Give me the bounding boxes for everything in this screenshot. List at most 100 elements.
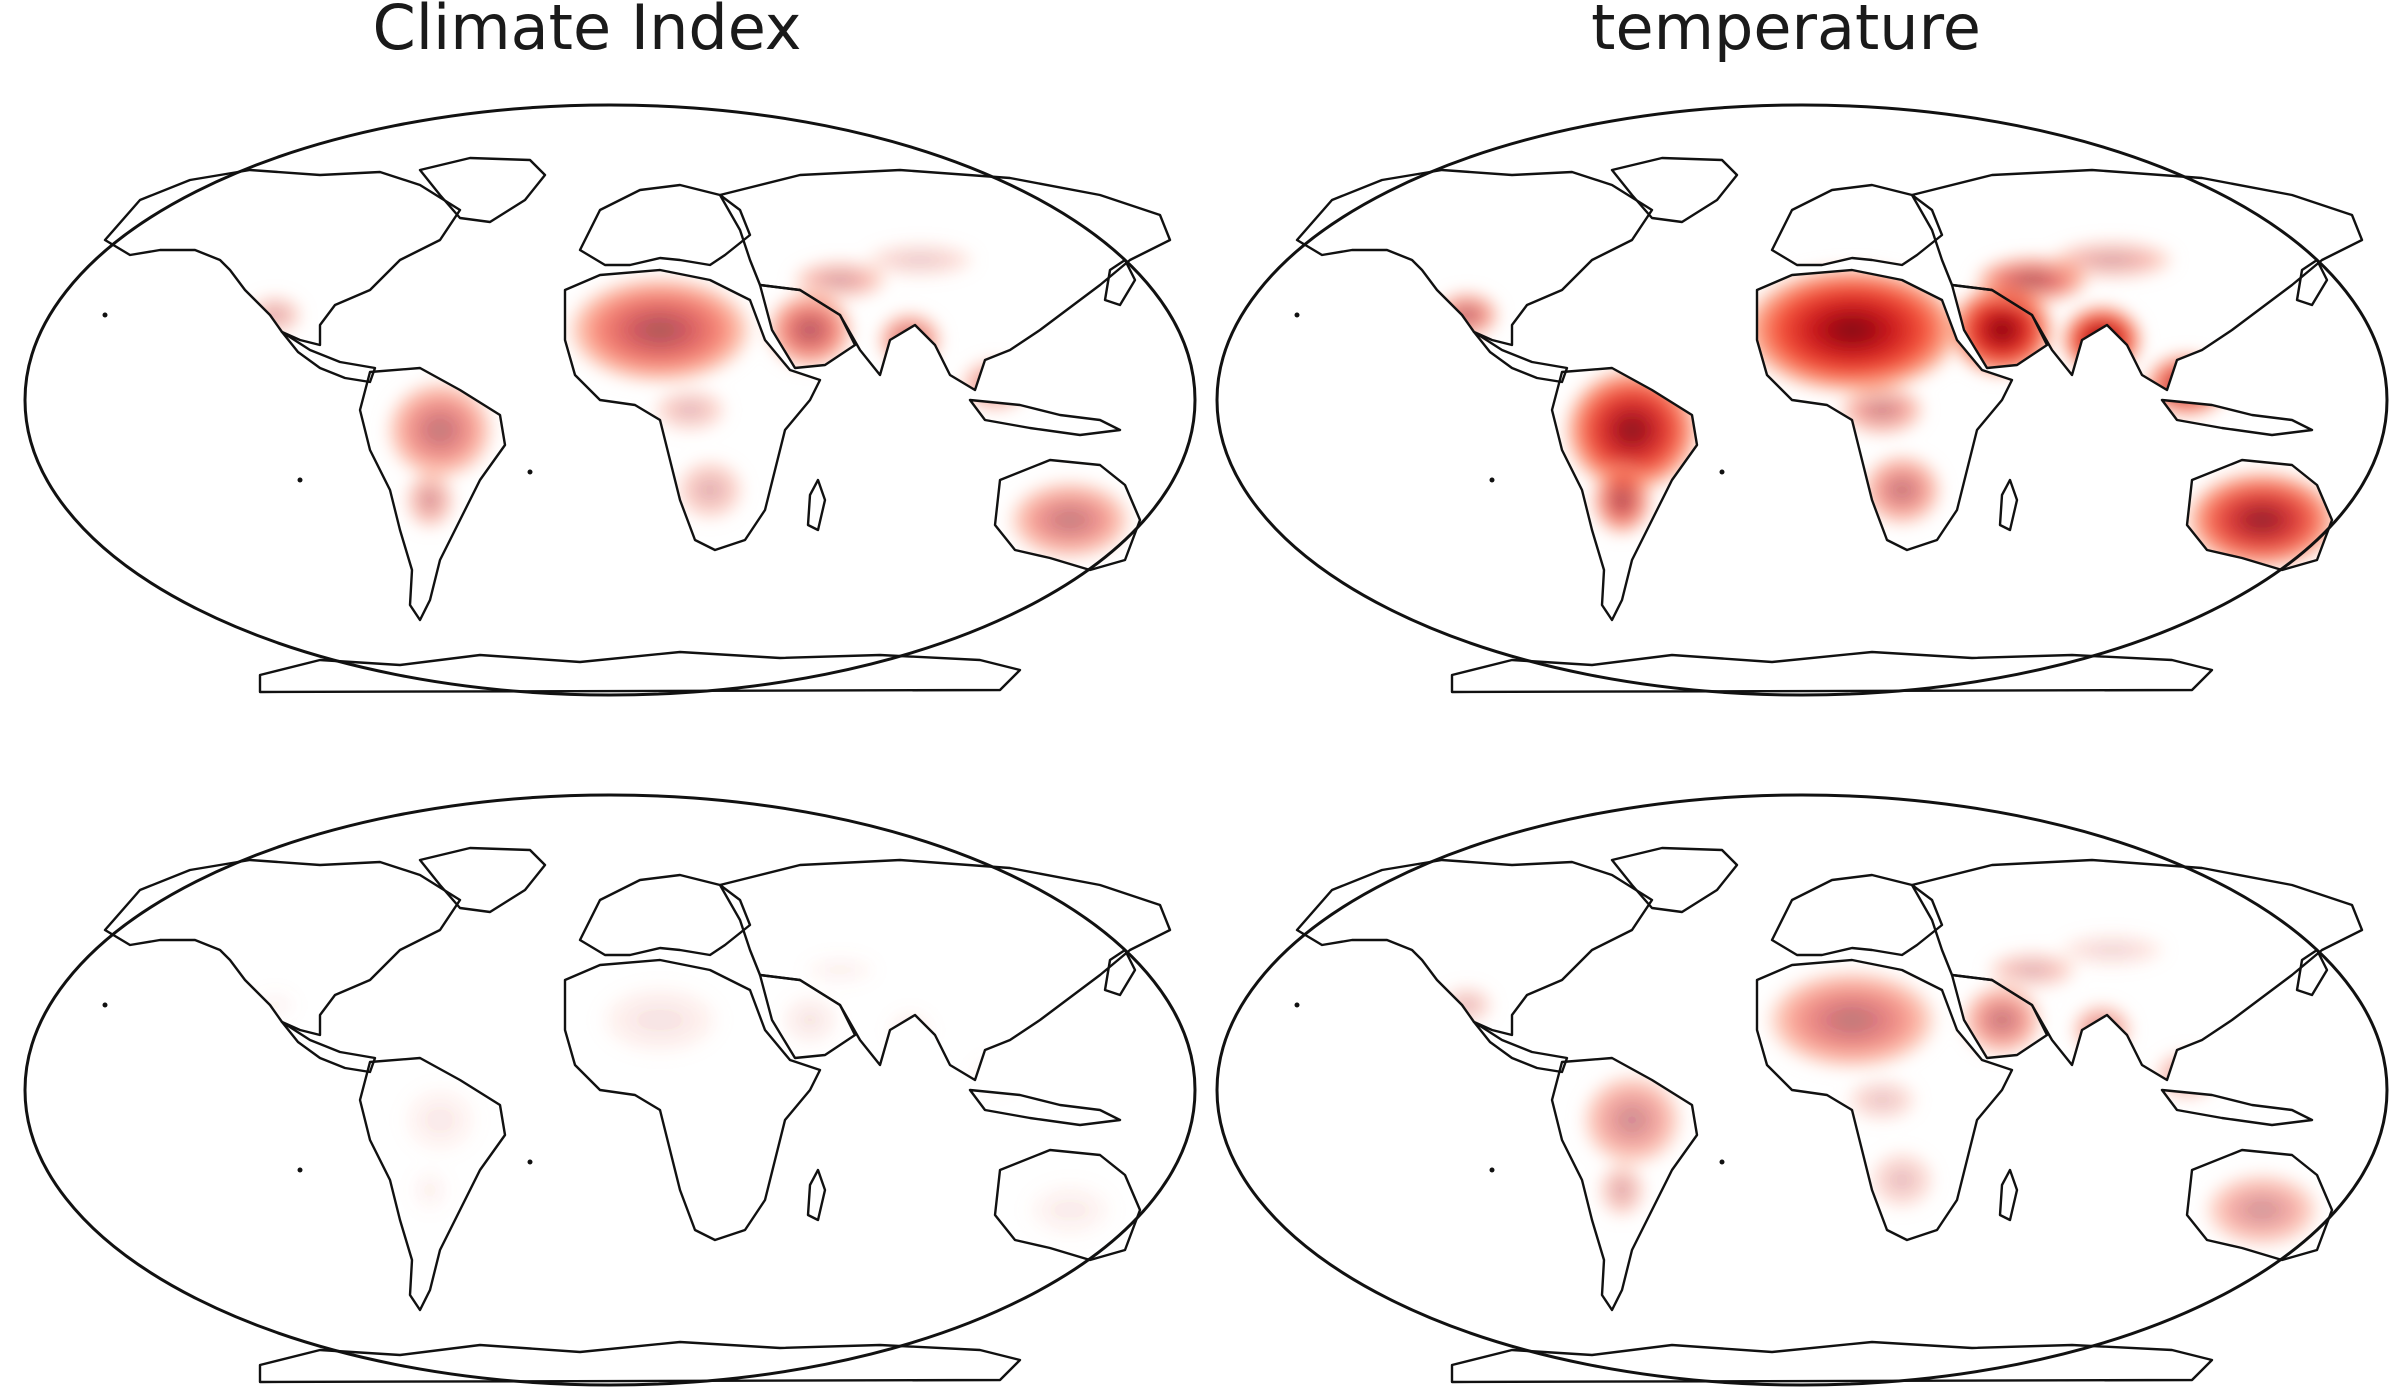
column-title-temperature: temperature	[1591, 0, 1981, 64]
globe-background	[1217, 105, 2387, 695]
coastline-japan	[2295, 948, 2329, 997]
coastline-madagascar	[1998, 1168, 2019, 1222]
coastline-australia	[2185, 1148, 2334, 1262]
coastline-asia	[1910, 168, 2364, 392]
coastline-central-america	[280, 330, 377, 384]
heat-region-middle-east	[790, 259, 890, 301]
heat-region-central-africa	[1837, 383, 1927, 437]
coastlines	[1295, 846, 2364, 1384]
globe-outline	[1215, 103, 2389, 697]
heat-region-amazon	[401, 1084, 479, 1156]
coastline-indonesia	[2160, 1088, 2314, 1127]
coastline-south-america	[358, 366, 507, 622]
globe-background	[25, 105, 1195, 695]
island-marker	[102, 312, 108, 318]
coastline-indonesia	[968, 398, 1122, 437]
island-marker	[297, 477, 303, 483]
island-marker	[102, 1002, 108, 1008]
heat-region-brazil-south	[410, 1167, 450, 1213]
heat-region-sahara	[563, 274, 757, 386]
coastline-japan	[1103, 948, 1137, 997]
heat-region-australia	[1006, 479, 1134, 561]
heat-region-amazon	[384, 378, 496, 482]
world-map-svg	[1215, 103, 2389, 697]
heat-region-middle-east	[1984, 950, 2080, 990]
heat-region-central-asia	[862, 241, 978, 279]
globe-outline	[23, 103, 1197, 697]
island-marker	[1489, 477, 1495, 483]
coastline-africa	[563, 958, 822, 1242]
heat-region-central-asia	[2046, 239, 2178, 281]
heat-region-australia	[1024, 1180, 1116, 1240]
coastlines	[1295, 156, 2364, 694]
coastline-greenland	[418, 156, 547, 224]
heat-region-brazil-south	[1591, 464, 1653, 536]
globe-background	[25, 795, 1195, 1385]
coastline-asia	[718, 858, 1172, 1082]
column-title-climate-index: Climate Index	[372, 0, 802, 64]
coastline-central-america	[1472, 1020, 1569, 1074]
coastline-japan	[2295, 258, 2329, 307]
coastline-south-america	[1550, 366, 1699, 622]
coastline-central-america	[280, 1020, 377, 1074]
map-panel-temperature-bottom	[1212, 790, 2392, 1390]
coastline-central-america	[1472, 330, 1569, 384]
map-panel-temperature-top	[1212, 100, 2392, 700]
heat-region-south-africa	[674, 458, 746, 522]
coastline-north-america	[1295, 168, 1654, 347]
island-marker	[1719, 1159, 1725, 1165]
coastline-africa	[1755, 958, 2014, 1242]
heat-region-brazil-south	[1597, 1161, 1647, 1219]
heat-region-central-africa	[651, 387, 729, 433]
heat-region-central-asia	[2055, 932, 2169, 968]
coastline-greenland	[418, 846, 547, 914]
coastline-africa	[563, 268, 822, 552]
coastline-asia	[718, 168, 1172, 392]
island-marker	[527, 1159, 533, 1165]
heat-region-amazon	[1579, 1072, 1685, 1168]
coastline-japan	[1103, 258, 1137, 307]
coastline-madagascar	[1998, 478, 2019, 532]
world-map-svg	[1215, 793, 2389, 1387]
heat-region-sahara	[1738, 264, 1966, 396]
heat-region-sahara	[597, 983, 723, 1057]
coastline-north-america	[103, 168, 462, 347]
coastline-madagascar	[806, 1168, 827, 1222]
island-marker	[1294, 312, 1300, 318]
coastline-south-america	[1550, 1056, 1699, 1312]
heat-region-arabia	[780, 993, 840, 1047]
coastline-asia	[1910, 858, 2364, 1082]
heat-region-south-africa	[1868, 1149, 1936, 1211]
coastlines	[103, 156, 1172, 694]
heat-region-central-africa	[1845, 1077, 1919, 1123]
coastline-north-america	[1295, 858, 1654, 1037]
heat-region-south-africa	[1860, 453, 1944, 527]
map-panel-climate-index-top	[20, 100, 1200, 700]
globe-background	[1217, 795, 2387, 1385]
coastline-australia	[2185, 458, 2334, 572]
coastline-indonesia	[2160, 398, 2314, 437]
coastline-south-america	[358, 1056, 507, 1312]
coastline-africa	[1755, 268, 2014, 552]
coastline-australia	[993, 1148, 1142, 1262]
island-marker	[1489, 1167, 1495, 1173]
coastlines	[103, 846, 1172, 1384]
heat-region-arabia	[1960, 983, 2044, 1057]
island-marker	[1719, 469, 1725, 475]
coastline-greenland	[1610, 156, 1739, 224]
heat-region-middle-east	[802, 954, 878, 986]
coastline-greenland	[1610, 846, 1739, 914]
coastline-europe	[1770, 873, 1944, 957]
world-map-svg	[23, 793, 1197, 1387]
island-marker	[1294, 1002, 1300, 1008]
heat-region-brazil-south	[404, 470, 456, 530]
coastline-europe	[578, 183, 752, 267]
world-map-svg	[23, 103, 1197, 697]
coastline-indonesia	[968, 1088, 1122, 1127]
coastline-europe	[1770, 183, 1944, 267]
heat-region-australia	[2202, 1171, 2322, 1249]
coastline-antarctica	[258, 650, 1022, 694]
island-marker	[297, 1167, 303, 1173]
coastline-madagascar	[806, 478, 827, 532]
coastline-australia	[993, 458, 1142, 572]
